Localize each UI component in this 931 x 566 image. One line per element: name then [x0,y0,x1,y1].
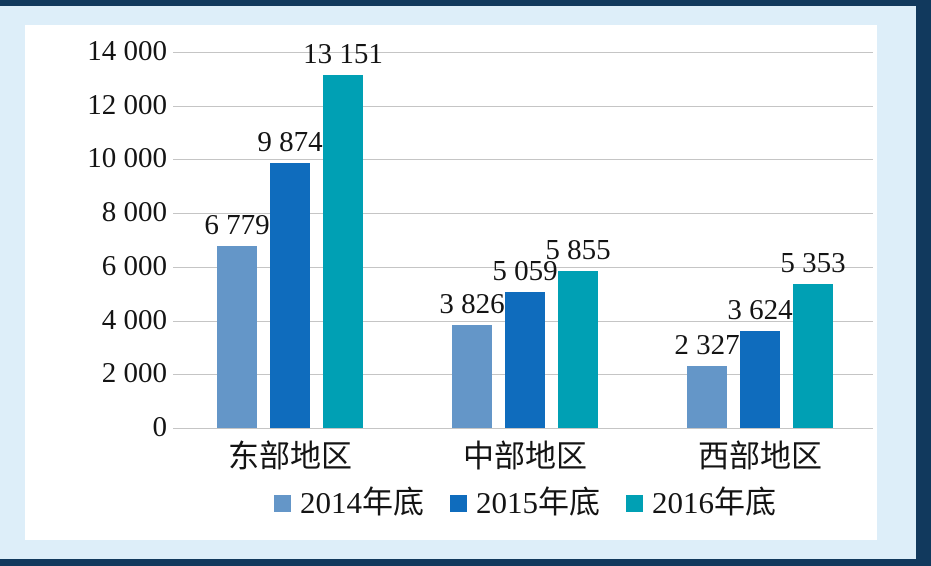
y-axis-tick-label: 8 000 [101,196,167,228]
bar-value-label: 3 826 [439,288,505,320]
bar-value-label: 6 779 [204,209,270,241]
frame-border-bottom [0,559,931,566]
legend-label: 2016年底 [652,485,776,520]
bar-value-label: 5 855 [545,234,611,266]
legend: 2014年底 2015年底 2016年底 [173,481,877,525]
x-axis-category-label: 西部地区 [698,439,822,474]
gridline [173,213,873,214]
bar [740,331,780,428]
y-axis-tick-label: 4 000 [101,304,167,336]
gridline [173,106,873,107]
bar [687,366,727,428]
y-axis-tick-label: 2 000 [101,357,167,389]
bar-value-label: 9 874 [257,126,323,158]
gridline [173,52,873,53]
y-axis-tick-label: 0 [152,411,168,443]
bar-value-label: 3 624 [727,294,793,326]
bar [505,292,545,428]
bar [452,325,492,428]
legend-item: 2015年底 [450,485,600,521]
bar-value-label: 2 327 [674,329,740,361]
y-axis-tick-label: 6 000 [101,250,167,282]
gridline [173,159,873,160]
x-axis-category-label: 东部地区 [228,439,352,474]
gridline [173,428,873,429]
legend-label: 2014年底 [300,485,424,520]
legend-item: 2014年底 [274,485,424,521]
legend-item: 2016年底 [626,485,776,521]
legend-label: 2015年底 [476,485,600,520]
frame-border-top [0,0,931,6]
bar [558,271,598,428]
bar-value-label: 13 151 [303,38,383,70]
bar [217,246,257,428]
bar [270,163,310,428]
frame-border-right [916,0,931,566]
x-axis-category-label: 中部地区 [463,439,587,474]
legend-swatch [450,494,467,512]
y-axis-tick-label: 14 000 [87,35,167,67]
bar-value-label: 5 059 [492,255,558,287]
y-axis-tick-label: 12 000 [87,89,167,121]
legend-swatch [274,494,291,512]
legend-swatch [626,494,643,512]
bar-value-label: 5 353 [780,247,846,279]
bar [793,284,833,428]
y-axis-tick-label: 10 000 [87,142,167,174]
gridline [173,267,873,268]
bar-chart: 2014年底 2015年底 2016年底 0 2 000 4 000 6 000 8 000… [25,25,877,540]
bar [323,75,363,428]
